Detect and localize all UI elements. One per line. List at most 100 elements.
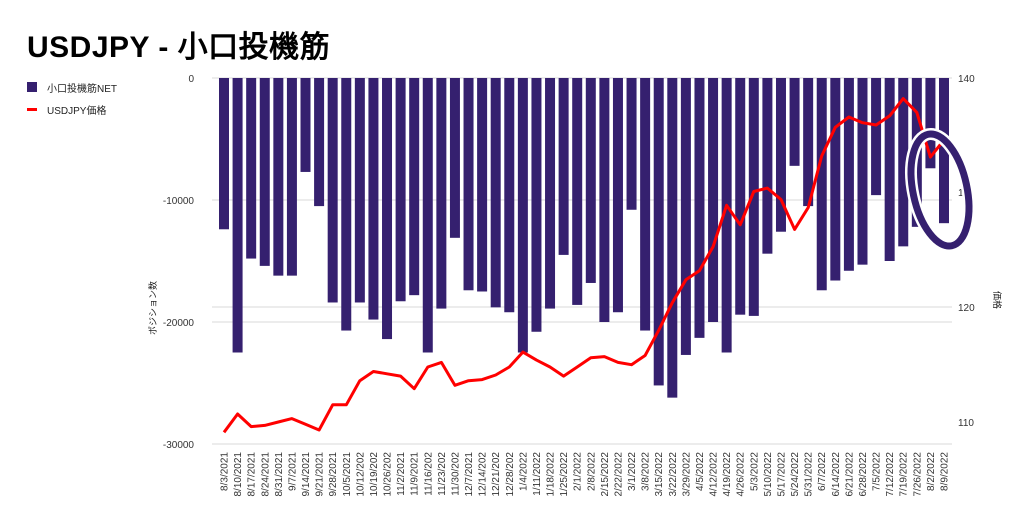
y2-tick-label: 140 bbox=[958, 74, 975, 85]
x-tick-label: 3/15/2022 bbox=[654, 452, 665, 497]
x-tick-label: 4/26/2022 bbox=[736, 452, 747, 497]
bar-2/22/2022 bbox=[612, 78, 623, 313]
x-tick-label: 12/21/202 bbox=[491, 452, 502, 497]
bar-7/12/2022 bbox=[884, 78, 895, 261]
bar-10/5/2021 bbox=[341, 78, 352, 331]
annotation-ellipse bbox=[907, 130, 973, 250]
x-tick-label: 1/18/2022 bbox=[546, 452, 557, 497]
x-tick-label: 11/9/2021 bbox=[410, 452, 421, 496]
bar-9/21/2021 bbox=[314, 78, 325, 207]
x-tick-label: 8/2/2022 bbox=[926, 452, 937, 491]
bar-2/8/2022 bbox=[585, 78, 596, 283]
bar-4/26/2022 bbox=[735, 78, 746, 315]
x-tick-label: 11/16/202 bbox=[423, 452, 434, 496]
bar-2/15/2022 bbox=[599, 78, 610, 322]
x-tick-label: 6/7/2022 bbox=[817, 452, 828, 491]
bar-5/10/2022 bbox=[762, 78, 773, 254]
bar-7/5/2022 bbox=[871, 78, 882, 196]
bar-10/19/202 bbox=[368, 78, 379, 320]
x-tick-label: 2/15/2022 bbox=[600, 452, 611, 497]
x-tick-label: 6/21/2022 bbox=[844, 452, 855, 497]
x-tick-label: 12/7/2021 bbox=[464, 452, 475, 497]
x-tick-label: 9/7/2021 bbox=[287, 452, 298, 491]
x-tick-label: 7/19/2022 bbox=[899, 452, 910, 497]
x-tick-label: 12/28/202 bbox=[505, 452, 516, 497]
x-tick-label: 10/12/202 bbox=[355, 452, 366, 497]
legend-label-net: 小口投機筋NET bbox=[47, 83, 117, 95]
legend-swatch-bar bbox=[27, 82, 37, 92]
bar-3/22/2022 bbox=[667, 78, 678, 398]
x-tick-label: 1/25/2022 bbox=[559, 452, 570, 497]
bar-11/23/202 bbox=[436, 78, 447, 309]
x-tick-label: 4/19/2022 bbox=[722, 452, 733, 497]
x-tick-label: 2/8/2022 bbox=[586, 452, 597, 491]
y2-axis-title: 価格 bbox=[992, 291, 1003, 309]
y-axis-title: ポジション数 bbox=[147, 281, 158, 335]
y2-tick-label: 1 bbox=[958, 188, 964, 199]
x-tick-label: 11/30/202 bbox=[450, 452, 461, 496]
y2-tick-label: 110 bbox=[958, 418, 974, 429]
bar-1/4/2022 bbox=[517, 78, 528, 353]
bar-5/17/2022 bbox=[775, 78, 786, 232]
bar-1/18/2022 bbox=[545, 78, 556, 309]
bar-5/3/2022 bbox=[748, 78, 759, 316]
bar-3/15/2022 bbox=[653, 78, 664, 386]
x-tick-label: 3/22/2022 bbox=[668, 452, 679, 497]
bar-11/9/2021 bbox=[409, 78, 420, 296]
x-tick-label: 11/23/202 bbox=[437, 452, 448, 496]
x-tick-label: 10/19/202 bbox=[369, 452, 380, 497]
y-tick-label: -10000 bbox=[163, 196, 195, 207]
bar-4/12/2022 bbox=[708, 78, 719, 322]
legend-label-price: USDJPY価格 bbox=[47, 105, 107, 117]
bar-11/16/202 bbox=[422, 78, 433, 353]
bar-5/24/2022 bbox=[789, 78, 800, 166]
bar-6/7/2022 bbox=[816, 78, 827, 291]
x-tick-label: 7/5/2022 bbox=[872, 452, 883, 491]
x-tick-label: 8/31/2021 bbox=[274, 452, 285, 497]
bar-11/30/202 bbox=[449, 78, 460, 238]
x-tick-label: 5/10/2022 bbox=[763, 452, 774, 497]
x-tick-label: 10/5/2021 bbox=[342, 452, 353, 497]
bar-9/7/2021 bbox=[286, 78, 297, 276]
x-tick-label: 8/3/2021 bbox=[220, 452, 231, 491]
bar-2/1/2022 bbox=[572, 78, 583, 305]
bar-8/31/2021 bbox=[273, 78, 284, 276]
bar-8/17/2021 bbox=[246, 78, 257, 259]
x-tick-label: 12/14/202 bbox=[478, 452, 489, 497]
bar-10/26/202 bbox=[382, 78, 393, 340]
bar-5/31/2022 bbox=[803, 78, 814, 207]
bar-3/8/2022 bbox=[640, 78, 651, 331]
bar-8/2/2022 bbox=[925, 78, 936, 169]
x-tick-label: 8/24/2021 bbox=[260, 452, 271, 497]
x-tick-label: 7/26/2022 bbox=[912, 452, 923, 497]
bar-3/29/2022 bbox=[680, 78, 691, 355]
bar-12/14/202 bbox=[477, 78, 488, 292]
x-tick-label: 4/12/2022 bbox=[709, 452, 720, 497]
chart-title: USDJPY - 小口投機筋 bbox=[27, 31, 331, 64]
legend: 小口投機筋NET USDJPY価格 bbox=[27, 76, 117, 120]
bar-12/21/202 bbox=[490, 78, 501, 308]
x-tick-label: 7/12/2022 bbox=[885, 452, 896, 497]
price-line bbox=[222, 97, 946, 434]
x-tick-label: 5/31/2022 bbox=[804, 452, 815, 497]
bar-6/21/2022 bbox=[843, 78, 854, 271]
bar-8/9/2022 bbox=[939, 78, 949, 224]
bar-4/19/2022 bbox=[721, 78, 732, 353]
y-tick-label: 0 bbox=[188, 74, 194, 85]
x-tick-label: 5/3/2022 bbox=[749, 452, 760, 491]
x-tick-label: 5/17/2022 bbox=[776, 452, 787, 497]
bar-8/24/2021 bbox=[259, 78, 270, 266]
bar-1/11/2022 bbox=[531, 78, 542, 332]
bar-3/1/2022 bbox=[626, 78, 637, 210]
x-tick-label: 8/9/2022 bbox=[940, 452, 951, 491]
x-tick-label: 5/24/2022 bbox=[790, 452, 801, 497]
bar-4/5/2022 bbox=[694, 78, 705, 338]
y-tick-label: -20000 bbox=[163, 318, 195, 329]
bar-9/28/2021 bbox=[327, 78, 338, 303]
bar-6/28/2022 bbox=[857, 78, 868, 265]
x-tick-label: 3/29/2022 bbox=[681, 452, 692, 497]
bar-11/2/2021 bbox=[395, 78, 406, 302]
bar-8/3/2021 bbox=[219, 78, 229, 230]
x-tick-label: 10/26/202 bbox=[383, 452, 394, 497]
